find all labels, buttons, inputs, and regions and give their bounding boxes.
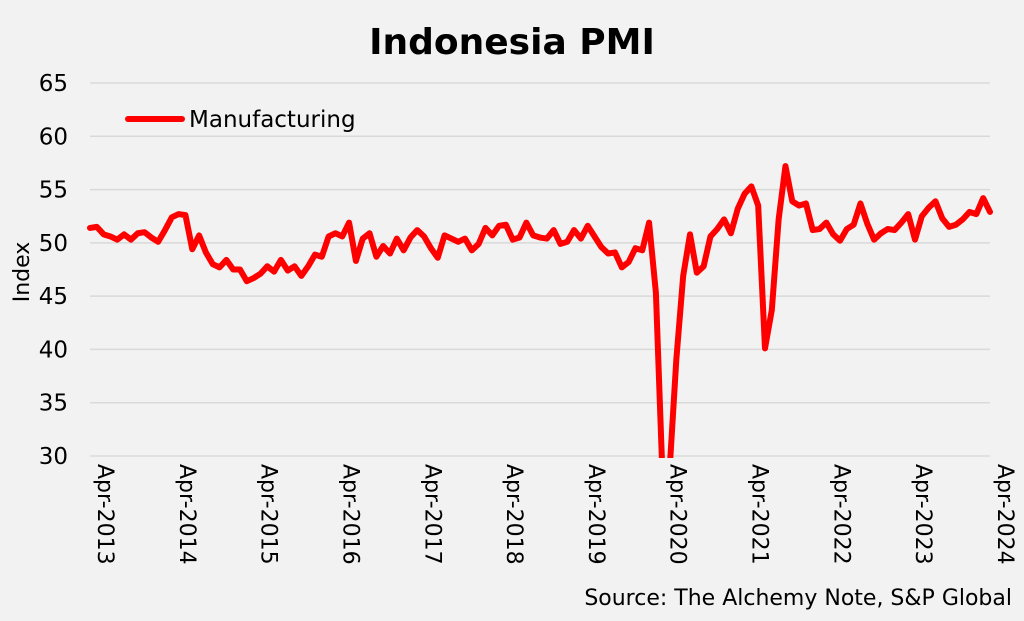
y-tick-label: 50 [39, 231, 68, 257]
chart-title: Indonesia PMI [369, 22, 655, 63]
x-tick-label: Apr-2019 [583, 464, 608, 565]
y-tick-label: 55 [39, 178, 68, 204]
x-tick-label: Apr-2021 [747, 464, 772, 565]
series-line-manufacturing [87, 163, 993, 458]
y-axis-label: Index [10, 242, 35, 303]
y-tick-label: 35 [39, 391, 68, 417]
y-axis-ticks: 30 35 40 45 50 55 60 65 [39, 71, 68, 470]
x-tick-label: Apr-2015 [256, 464, 281, 565]
x-tick-label: Apr-2023 [910, 464, 935, 565]
y-tick-label: 60 [39, 124, 68, 150]
x-tick-label: Apr-2022 [828, 464, 853, 565]
y-tick-label: 45 [39, 284, 68, 310]
y-tick-label: 30 [39, 444, 68, 470]
x-tick-label: Apr-2013 [92, 464, 117, 565]
x-axis-ticks: Apr-2013 Apr-2014 Apr-2015 Apr-2016 Apr-2017… [92, 464, 1017, 565]
gridlines [90, 82, 990, 457]
x-tick-label: Apr-2014 [174, 464, 199, 565]
x-tick-label: Apr-2016 [337, 464, 362, 565]
x-tick-label: Apr-2018 [501, 464, 526, 565]
x-tick-label: Apr-2017 [419, 464, 444, 565]
x-tick-label: Apr-2024 [992, 464, 1017, 565]
y-tick-label: 40 [39, 337, 68, 363]
source-note: Source: The Alchemy Note, S&P Global [584, 586, 1012, 611]
y-tick-label: 65 [39, 71, 68, 97]
legend: Manufacturing [125, 107, 356, 133]
x-tick-label: Apr-2020 [665, 464, 690, 565]
legend-label-manufacturing: Manufacturing [189, 107, 356, 133]
